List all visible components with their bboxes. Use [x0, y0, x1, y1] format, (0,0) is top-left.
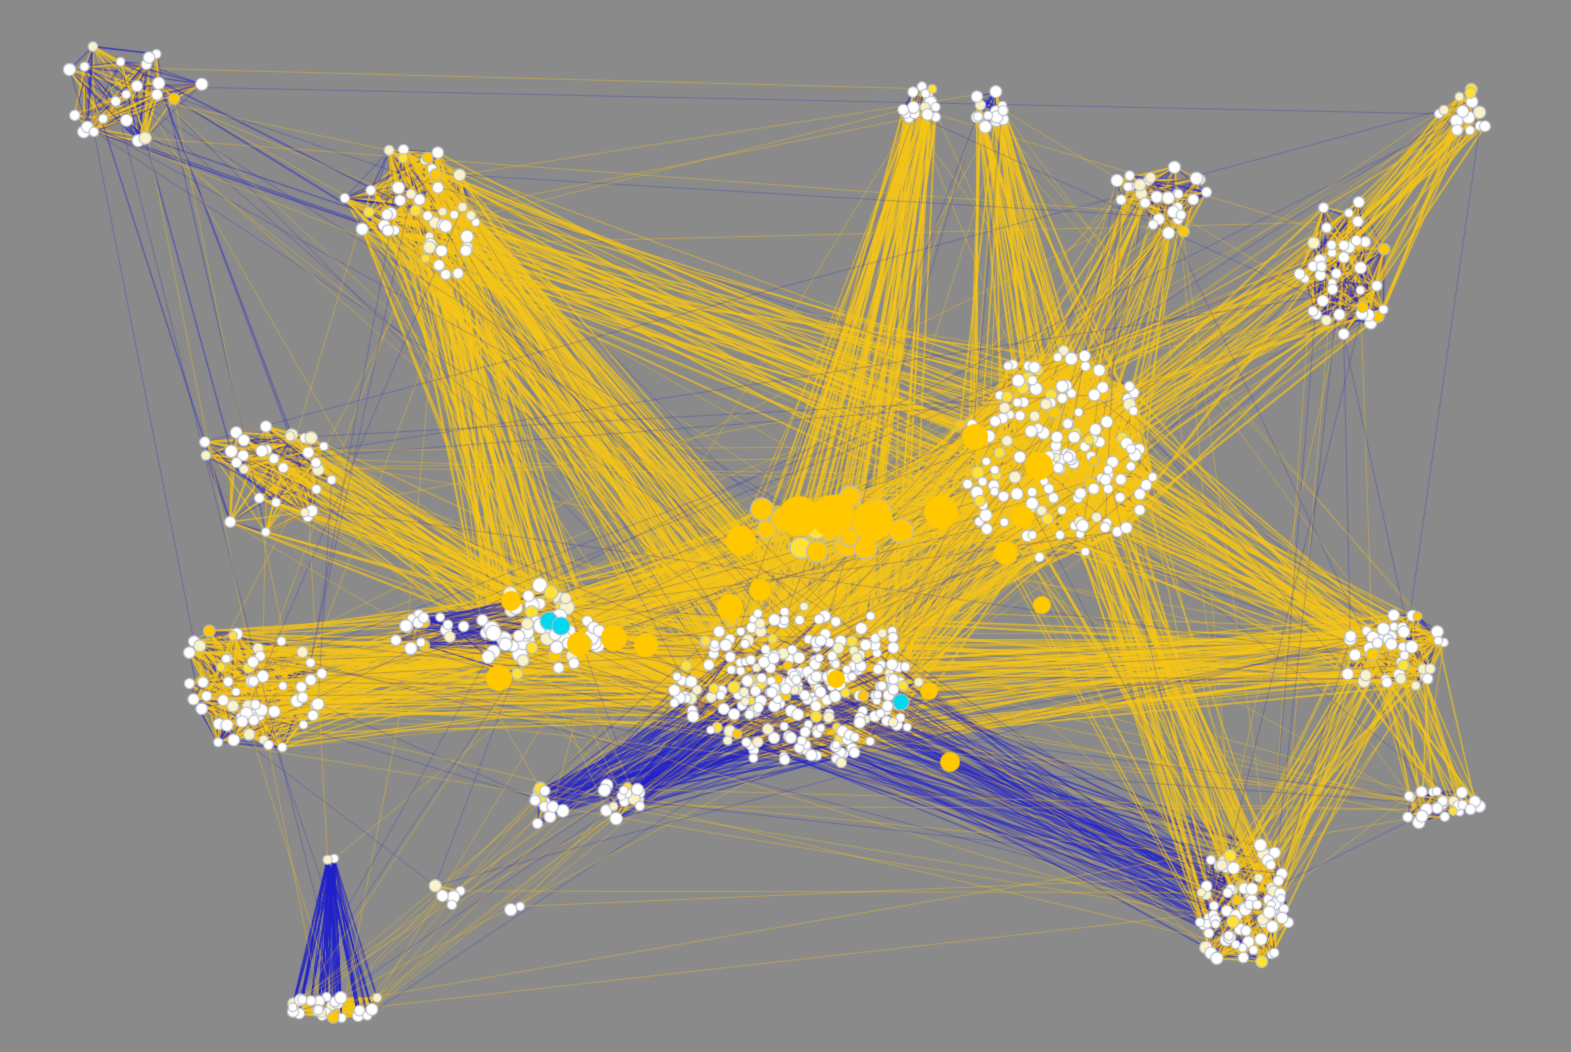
network-graph-visualization[interactable]: [0, 0, 1571, 1052]
graph-canvas[interactable]: [0, 0, 1571, 1052]
